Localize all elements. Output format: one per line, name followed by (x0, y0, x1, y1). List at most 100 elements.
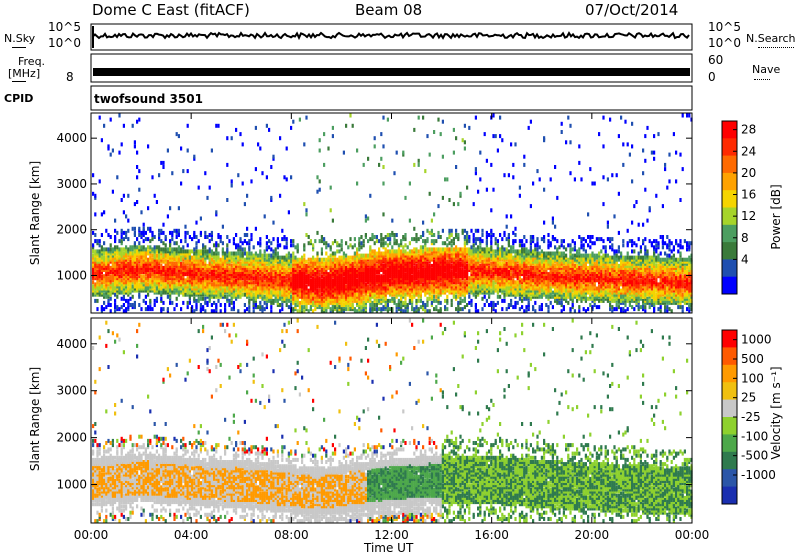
power-cell (376, 299, 378, 303)
power-cell (125, 307, 127, 311)
power-cell (94, 249, 96, 253)
power-cell (422, 221, 424, 225)
power-cell (147, 305, 149, 309)
power-cell (433, 247, 435, 251)
power-cell (138, 278, 140, 282)
power-cell (415, 237, 417, 241)
power-cell (187, 149, 189, 153)
power-cell (268, 245, 270, 249)
power-cell (459, 297, 461, 301)
power-cell (365, 254, 367, 258)
power-cell (132, 124, 134, 128)
power-cell (433, 130, 435, 134)
power-cell (486, 239, 488, 243)
power-cell (250, 237, 252, 241)
power-cell (495, 268, 497, 272)
power-cell (464, 270, 466, 274)
power-cell (343, 276, 345, 280)
power-cell (239, 245, 241, 249)
power-cell (433, 295, 435, 299)
power-cell (112, 190, 114, 194)
power-cell (459, 301, 461, 305)
power-cell (376, 264, 378, 268)
power-cell (352, 245, 354, 249)
power-cell (198, 249, 200, 253)
power-cell (191, 237, 193, 241)
power-cell (360, 235, 362, 239)
power-cell (413, 307, 415, 311)
power-cell (202, 276, 204, 280)
power-cell (191, 249, 193, 253)
power-cell (488, 266, 490, 270)
power-cell (176, 282, 178, 286)
power-cell (345, 254, 347, 258)
power-cell (338, 305, 340, 309)
power-cell (103, 307, 105, 311)
power-cell (446, 295, 448, 299)
power-cell (367, 239, 369, 243)
power-cell (473, 233, 475, 237)
power-cell (495, 134, 497, 138)
power-cell (321, 293, 323, 297)
power-cell (116, 231, 118, 235)
power-cell (433, 299, 435, 303)
power-cell (149, 278, 151, 282)
power-cell (187, 124, 189, 128)
power-cell (121, 142, 123, 146)
power-cell (123, 295, 125, 299)
power-cell (486, 247, 488, 251)
power-cell (290, 276, 292, 280)
power-cell (464, 305, 466, 309)
power-cell (369, 303, 371, 307)
power-cell (257, 142, 259, 146)
power-cell (451, 247, 453, 251)
power-cell (189, 235, 191, 239)
power-cell (290, 264, 292, 268)
power-cell (424, 169, 426, 173)
power-cell (389, 307, 391, 311)
power-cell (235, 260, 237, 264)
power-cell (292, 120, 294, 124)
power-cell (442, 229, 444, 233)
power-cell (270, 247, 272, 251)
power-cell (215, 280, 217, 284)
power-cell (107, 287, 109, 291)
power-cell (167, 149, 169, 153)
power-cell (226, 247, 228, 251)
power-cell (497, 301, 499, 305)
power-cell (400, 249, 402, 253)
power-cell (389, 299, 391, 303)
power-cell (490, 208, 492, 212)
power-cell (479, 177, 481, 181)
power-cell (114, 293, 116, 297)
power-cell (448, 198, 450, 202)
power-cell (178, 245, 180, 249)
power-cell (490, 235, 492, 239)
power-cell (257, 241, 259, 245)
power-cell (184, 293, 186, 297)
power-cell (281, 303, 283, 307)
power-cell (281, 256, 283, 260)
power-cell (323, 132, 325, 136)
power-cell (235, 293, 237, 297)
power-cell (244, 233, 246, 237)
power-cell (468, 295, 470, 299)
power-cell (492, 188, 494, 192)
power-cell (246, 307, 248, 311)
power-cell (277, 237, 279, 241)
power-cell (457, 202, 459, 206)
power-cell (336, 258, 338, 262)
power-cell (308, 258, 310, 262)
power-cell (303, 258, 305, 262)
power-cell (301, 256, 303, 260)
power-cell (261, 171, 263, 175)
power-cell (123, 210, 125, 214)
power-cell (444, 177, 446, 181)
power-cell (426, 262, 428, 266)
power-cell (484, 295, 486, 299)
power-cell (429, 297, 431, 301)
power-cell (411, 305, 413, 309)
power-cell (446, 243, 448, 247)
power-cell (211, 303, 213, 307)
power-cell (435, 299, 437, 303)
